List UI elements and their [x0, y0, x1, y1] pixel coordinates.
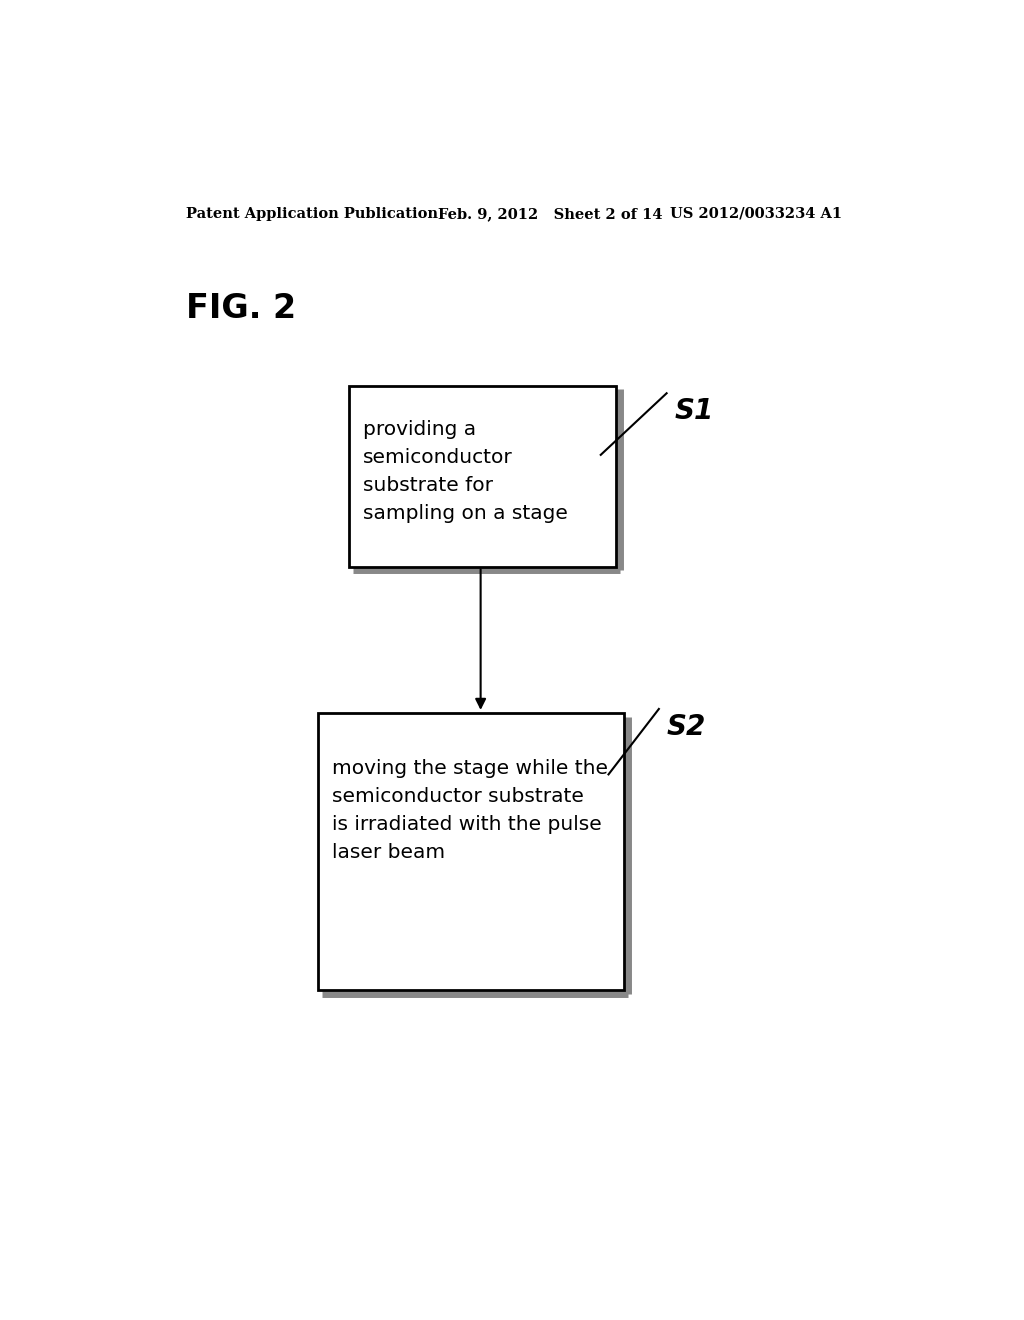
Text: moving the stage while the
semiconductor substrate
is irradiated with the pulse
: moving the stage while the semiconductor…	[332, 759, 608, 862]
Text: providing a
semiconductor
substrate for
sampling on a stage: providing a semiconductor substrate for …	[362, 420, 567, 523]
Bar	[349, 385, 616, 566]
Bar	[317, 713, 624, 990]
Text: S2: S2	[667, 713, 706, 741]
Text: US 2012/0033234 A1: US 2012/0033234 A1	[671, 207, 843, 220]
Text: Feb. 9, 2012   Sheet 2 of 14: Feb. 9, 2012 Sheet 2 of 14	[438, 207, 663, 220]
Text: S1: S1	[675, 397, 714, 425]
Text: Patent Application Publication: Patent Application Publication	[186, 207, 438, 220]
Text: FIG. 2: FIG. 2	[186, 292, 296, 325]
